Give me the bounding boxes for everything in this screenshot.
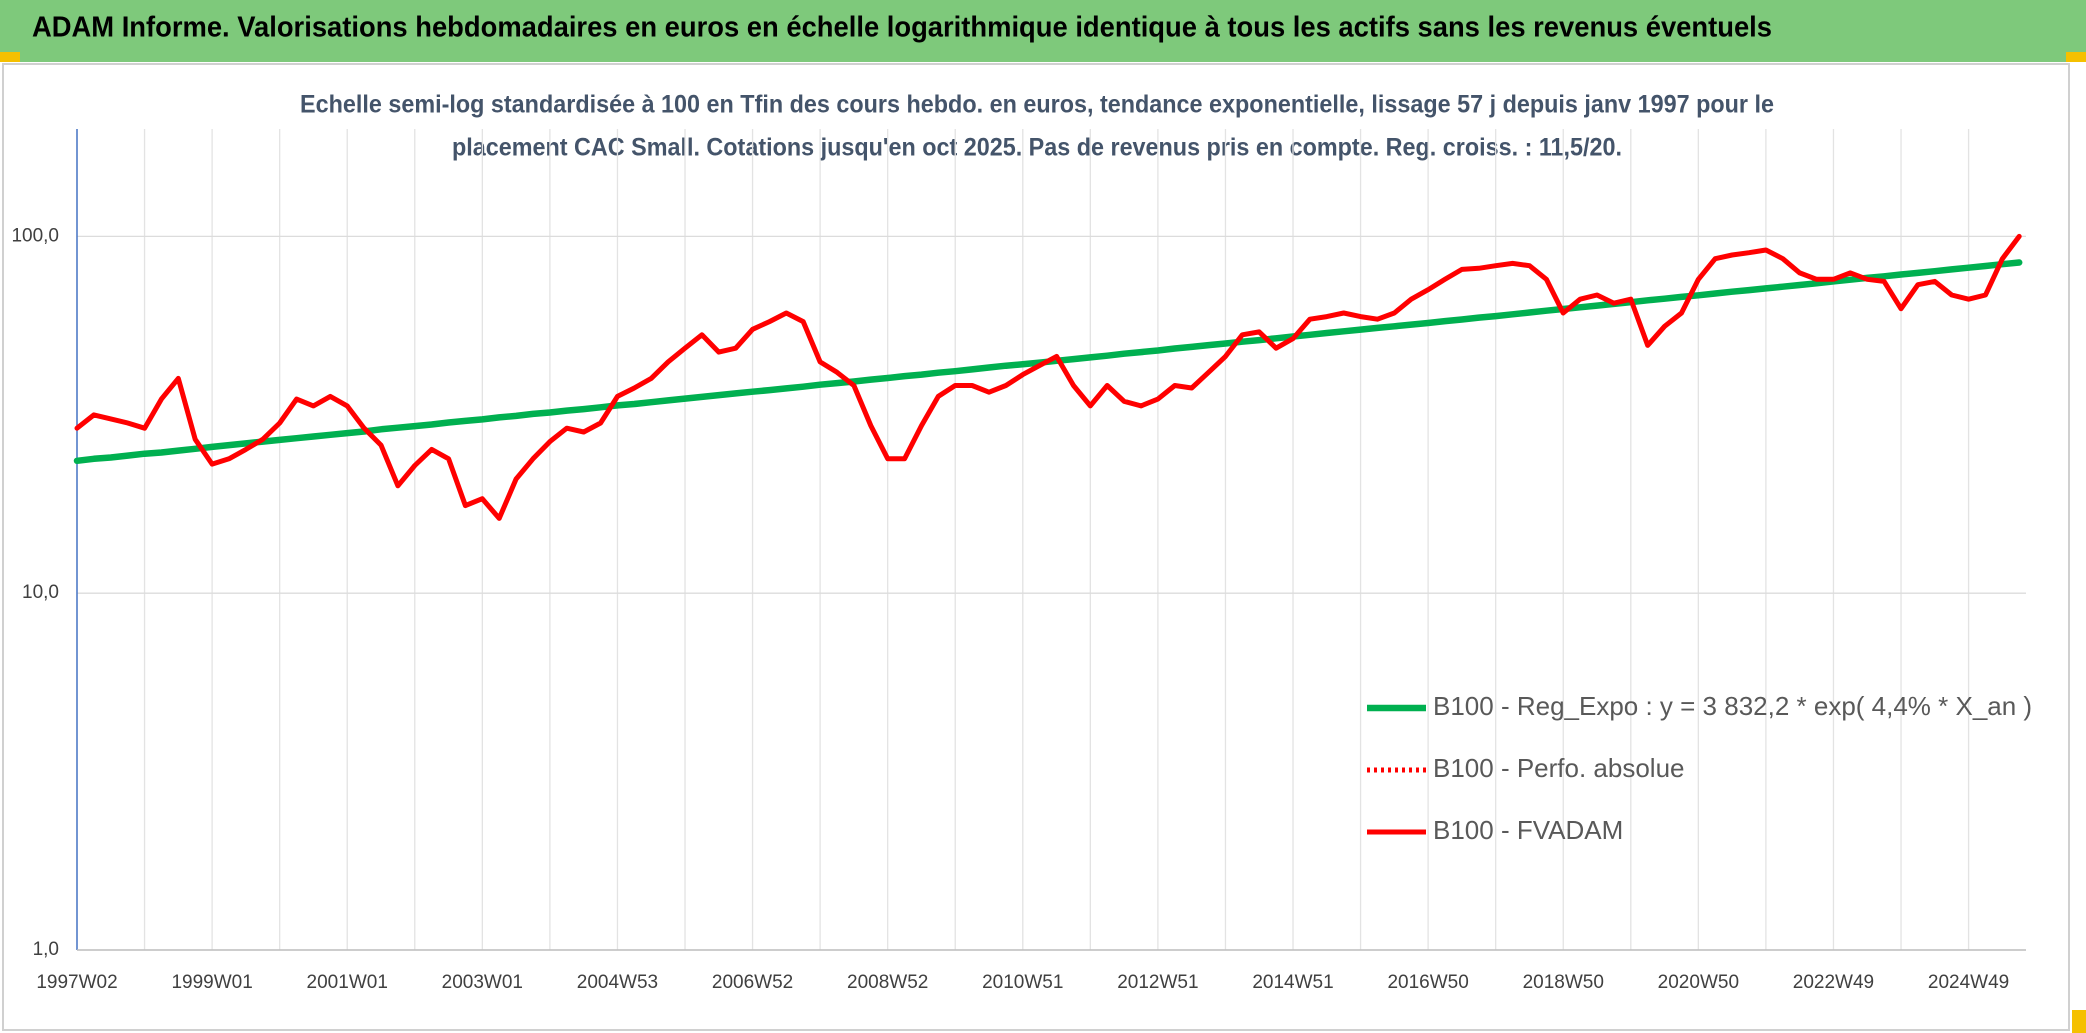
y-tick-label: 10,0 bbox=[22, 582, 59, 603]
header-bar bbox=[0, 0, 2086, 62]
legend-label: B100 - Reg_Expo : y = 3 832,2 * exp( 4,4… bbox=[1433, 691, 2032, 721]
x-tick-label: 2001W01 bbox=[307, 972, 388, 993]
corner-tab bbox=[0, 52, 20, 62]
chart-title: ADAM Informe. Valorisations hebdomadaire… bbox=[32, 12, 1772, 44]
x-tick-label: 2014W51 bbox=[1252, 972, 1333, 993]
x-tick-label: 2003W01 bbox=[442, 972, 523, 993]
x-tick-label: 2024W49 bbox=[1928, 972, 2009, 993]
series-line bbox=[74, 233, 2022, 521]
legend-label: B100 - Perfo. absolue bbox=[1433, 753, 1685, 783]
x-tick-label: 2012W51 bbox=[1117, 972, 1198, 993]
y-tick-label: 100,0 bbox=[11, 225, 59, 246]
legend-label: B100 - FVADAM bbox=[1433, 815, 1623, 845]
chart-subtitle: placement CAC Small. Cotations jusqu'en … bbox=[452, 134, 1622, 162]
y-tick-label: 1,0 bbox=[33, 939, 59, 960]
x-tick-label: 2018W50 bbox=[1523, 972, 1604, 993]
x-tick-label: 2008W52 bbox=[847, 972, 928, 993]
x-tick-label: 2022W49 bbox=[1793, 972, 1874, 993]
chart-frame bbox=[2, 63, 2070, 1031]
x-tick-label: 2004W53 bbox=[577, 972, 658, 993]
corner-tab bbox=[2066, 52, 2086, 62]
corner-tab bbox=[2072, 1010, 2086, 1033]
x-tick-label: 1997W02 bbox=[36, 972, 117, 993]
chart-subtitle: Echelle semi-log standardisée à 100 en T… bbox=[300, 91, 1774, 119]
x-tick-label: 2016W50 bbox=[1387, 972, 1468, 993]
x-tick-label: 2010W51 bbox=[982, 972, 1063, 993]
x-tick-label: 2020W50 bbox=[1658, 972, 1739, 993]
x-tick-label: 1999W01 bbox=[171, 972, 252, 993]
x-tick-label: 2006W52 bbox=[712, 972, 793, 993]
